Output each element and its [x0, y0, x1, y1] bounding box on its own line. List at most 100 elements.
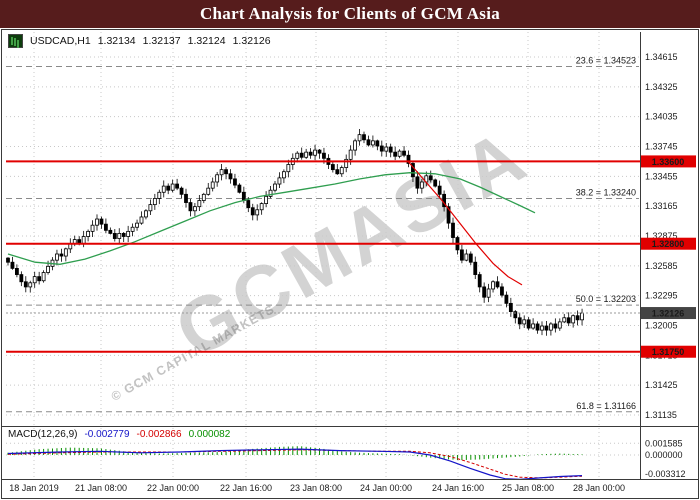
- time-axis-label: 28 Jan 00:00: [573, 483, 625, 493]
- price-axis-label: 1.34615: [645, 52, 678, 62]
- candle-body: [95, 218, 99, 226]
- candle-body: [433, 179, 438, 187]
- macd-indicator-header: MACD(12,26,9) -0.002779 -0.002866 0.0000…: [8, 429, 230, 440]
- candle-body: [14, 267, 19, 275]
- candle-body: [219, 169, 224, 176]
- candle-body: [540, 325, 544, 331]
- candle-body: [353, 140, 358, 151]
- candle-body: [308, 151, 313, 156]
- candle-body: [81, 236, 86, 245]
- candle-body: [451, 222, 455, 238]
- price-axis-label: 1.33165: [645, 201, 678, 211]
- price-low: 1.32124: [187, 35, 226, 47]
- candle-body: [344, 158, 349, 168]
- candle-body: [161, 185, 166, 193]
- sr-level-tag: [641, 345, 696, 358]
- candle-body: [241, 191, 246, 201]
- candle-body: [135, 222, 139, 228]
- candle-body: [313, 149, 317, 156]
- candle-body: [152, 198, 157, 206]
- candle-body: [201, 193, 206, 201]
- candle-body: [32, 276, 37, 284]
- candle-body: [411, 163, 415, 178]
- macd-signal-line: [7, 449, 583, 479]
- price-high: 1.32137: [142, 35, 181, 47]
- candle-body: [535, 323, 540, 331]
- time-axis-label: 23 Jan 08:00: [290, 483, 342, 493]
- candle-body: [491, 281, 495, 290]
- candle-body: [495, 281, 500, 288]
- candle-body: [402, 150, 406, 156]
- candle-body: [339, 167, 344, 175]
- candle-body: [228, 173, 233, 180]
- candle-body: [46, 265, 50, 273]
- candle-body: [250, 207, 255, 216]
- price-open: 1.32134: [97, 35, 136, 47]
- price-close: 1.32126: [232, 35, 271, 47]
- candle-body: [157, 191, 162, 199]
- candle-body: [37, 276, 42, 282]
- candle-body: [139, 216, 144, 224]
- chart-window: GCMASIA © GCM CAPITAL MARKETS 1.34615 1.3…: [1, 29, 699, 499]
- candle-body: [192, 206, 197, 212]
- candle-body: [179, 187, 184, 195]
- candle-body: [575, 315, 580, 321]
- chart-icon[interactable]: [8, 34, 23, 48]
- time-axis-label: 24 Jan 00:00: [360, 483, 412, 493]
- candle-body: [384, 146, 389, 152]
- time-axis-label: 24 Jan 16:00: [432, 483, 484, 493]
- candle-body: [6, 257, 10, 263]
- candle-body: [148, 204, 153, 212]
- candle-body: [544, 325, 549, 331]
- title-bar: Chart Analysis for Clients of GCM Asia: [0, 0, 700, 28]
- candle-body: [348, 149, 353, 160]
- ma-green-line: [7, 172, 536, 265]
- symbol-label: USDCAD,H1: [30, 35, 91, 47]
- chart-canvas[interactable]: 1.34615 1.34325 1.34035 1.33745 1.33455 1.331…: [2, 30, 698, 498]
- candle-body: [126, 230, 131, 237]
- candle-body: [335, 169, 340, 175]
- price-axis-label: 1.32295: [645, 291, 678, 301]
- candle-body: [264, 195, 269, 204]
- candle-body: [557, 321, 562, 329]
- candle-body: [286, 164, 291, 173]
- price-axis-label: 1.32005: [645, 320, 678, 330]
- price-axis-label: 1.32875: [645, 231, 678, 241]
- candle-body: [59, 253, 64, 257]
- candle-body: [273, 183, 277, 191]
- candle-body: [393, 151, 398, 157]
- candle-body: [166, 185, 171, 191]
- candle-body: [322, 152, 326, 159]
- time-axis-label: 22 Jan 00:00: [147, 483, 199, 493]
- candle-body: [19, 274, 24, 283]
- candle-body: [473, 261, 478, 275]
- candle-body: [580, 312, 584, 321]
- candle-body: [531, 323, 535, 329]
- candle-body: [477, 274, 482, 288]
- ma-red-line: [407, 161, 523, 286]
- candle-body: [299, 152, 304, 158]
- page-title: Chart Analysis for Clients of GCM Asia: [199, 4, 501, 23]
- macd-axis-label: 0.001585: [645, 438, 683, 448]
- candle-body: [522, 319, 527, 325]
- candle-body: [437, 185, 442, 195]
- candle-body: [117, 233, 122, 239]
- candle-body: [277, 177, 282, 185]
- candle-body: [513, 311, 518, 319]
- macd-signal-value: -0.002866: [136, 429, 182, 440]
- candle-body: [206, 187, 211, 195]
- candle-body: [397, 150, 402, 157]
- candle-body: [63, 248, 68, 257]
- candle-body: [121, 233, 126, 237]
- candle-body: [419, 181, 424, 189]
- candle-body: [130, 226, 135, 232]
- candle-body: [464, 253, 469, 261]
- macd-main-line: [7, 448, 583, 481]
- price-axis-label: 1.31135: [645, 410, 677, 420]
- sr-level-tag-label: 1.31750: [652, 347, 685, 357]
- price-axis-label: 1.31425: [645, 380, 678, 390]
- macd-axis-label: -0.003312: [645, 469, 686, 479]
- fib-level-label: 61.8 = 1.31166: [576, 401, 636, 411]
- macd-main-value: -0.002779: [84, 429, 130, 440]
- fib-level-label: 23.6 = 1.34523: [576, 55, 636, 65]
